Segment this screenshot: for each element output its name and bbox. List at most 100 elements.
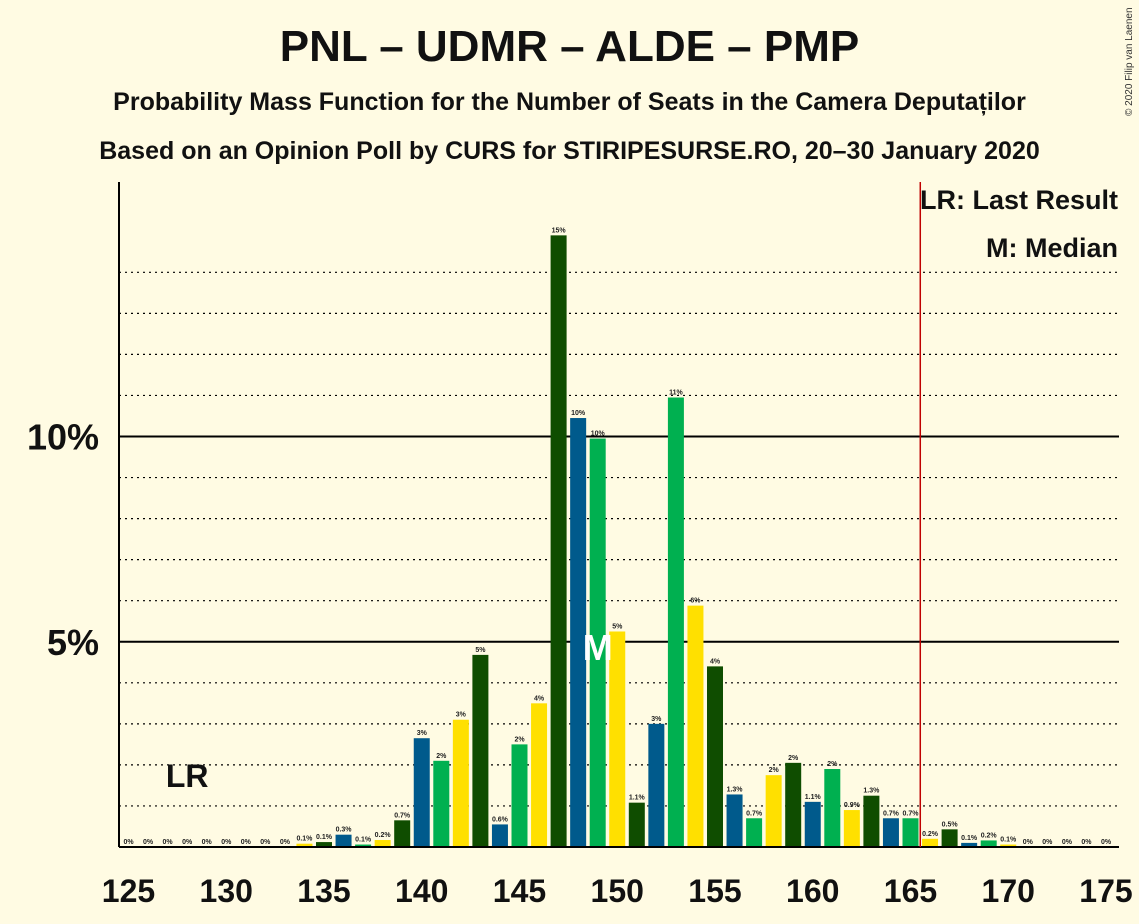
bar-label-seat-159: 2% xyxy=(788,755,799,762)
bar-label-seat-135: 0.1% xyxy=(316,834,333,841)
bar-label-seat-145: 2% xyxy=(514,736,525,743)
bar-label-seat-133: 0% xyxy=(280,839,291,846)
bar-seat-164 xyxy=(882,818,899,847)
bar-label-seat-128: 0% xyxy=(182,839,193,846)
bar-label-seat-127: 0% xyxy=(163,839,174,846)
bar-seat-158 xyxy=(765,775,782,847)
bar-label-seat-152: 3% xyxy=(651,716,662,723)
last-result-marker: LR xyxy=(166,758,209,794)
bar-label-seat-168: 0.1% xyxy=(961,835,978,842)
bar-label-seat-158: 2% xyxy=(769,767,780,774)
bar-label-seat-134: 0.1% xyxy=(296,836,313,843)
bar-label-seat-171: 0% xyxy=(1023,839,1034,846)
bar-seat-165 xyxy=(902,818,919,847)
bar-label-seat-153: 11% xyxy=(669,390,683,397)
bar-seat-141 xyxy=(433,760,450,847)
bar-label-seat-132: 0% xyxy=(260,839,271,846)
bar-seat-145 xyxy=(511,744,528,847)
x-tick-150: 150 xyxy=(591,873,644,909)
median-marker: M xyxy=(583,627,613,668)
y-tick-10: 10% xyxy=(27,417,99,458)
bar-seat-167 xyxy=(941,829,958,847)
x-tick-170: 170 xyxy=(982,873,1035,909)
bar-seat-170 xyxy=(1000,844,1017,847)
bar-seat-151 xyxy=(628,802,645,847)
x-tick-155: 155 xyxy=(688,873,741,909)
bar-seat-138 xyxy=(374,840,391,847)
bar-seat-144 xyxy=(491,824,508,847)
bar-label-seat-125: 0% xyxy=(123,839,134,846)
bar-label-seat-156: 1.3% xyxy=(727,786,744,793)
bar-seat-150 xyxy=(609,631,626,847)
bar-label-seat-172: 0% xyxy=(1042,839,1053,846)
bar-seat-146 xyxy=(531,703,548,847)
bar-seat-169 xyxy=(980,840,997,847)
bar-label-seat-170: 0.1% xyxy=(1000,837,1017,844)
bar-label-seat-166: 0.2% xyxy=(922,831,939,838)
bar-seat-168 xyxy=(961,842,978,847)
bar-label-seat-169: 0.2% xyxy=(981,832,998,839)
x-tick-130: 130 xyxy=(200,873,253,909)
bar-label-seat-160: 1.1% xyxy=(805,794,822,801)
bar-label-seat-130: 0% xyxy=(221,839,232,846)
bar-seat-143 xyxy=(472,654,489,847)
x-tick-labels: 125 130 135 140 145 150 155 160 165 170 175 xyxy=(102,873,1133,909)
bar-label-seat-140: 3% xyxy=(417,730,428,737)
bar-label-seat-174: 0% xyxy=(1081,839,1092,846)
chart-source: Based on an Opinion Poll by CURS for STI… xyxy=(99,137,1040,165)
legend-median: M: Median xyxy=(986,233,1118,263)
bar-label-seat-163: 1.3% xyxy=(863,788,880,795)
bar-seat-142 xyxy=(452,719,469,847)
bar-labels-group: 0% 0% 0% 0% 0% 0% 0% 0% 0% 0.1% 0.1%0.3%0.1%0.2%0.… xyxy=(123,227,1111,846)
x-tick-140: 140 xyxy=(395,873,448,909)
y-tick-labels: 5% 10% xyxy=(27,417,99,663)
bar-seat-136 xyxy=(335,834,352,847)
bar-label-seat-139: 0.7% xyxy=(394,812,411,819)
bar-seat-137 xyxy=(355,844,372,847)
bar-seat-149 xyxy=(589,438,606,847)
bar-seat-157 xyxy=(746,818,763,847)
bar-label-seat-147: 15% xyxy=(552,227,567,234)
bar-seat-139 xyxy=(394,820,411,847)
bar-label-seat-131: 0% xyxy=(241,839,252,846)
bar-label-seat-150: 5% xyxy=(612,623,623,630)
x-tick-160: 160 xyxy=(786,873,839,909)
bar-label-seat-143: 5% xyxy=(475,647,486,654)
bar-seat-155 xyxy=(707,666,723,847)
bar-seat-135 xyxy=(316,842,332,847)
bar-seat-163 xyxy=(863,795,880,847)
bars-group xyxy=(296,235,1017,847)
bar-label-seat-146: 4% xyxy=(534,695,545,702)
x-tick-135: 135 xyxy=(297,873,350,909)
bar-seat-154 xyxy=(687,605,704,847)
x-tick-145: 145 xyxy=(493,873,546,909)
bar-label-seat-173: 0% xyxy=(1062,839,1073,846)
bar-label-seat-151: 1.1% xyxy=(629,795,646,802)
bar-seat-159 xyxy=(785,762,802,847)
x-tick-175: 175 xyxy=(1079,873,1132,909)
bar-label-seat-157: 0.7% xyxy=(746,810,763,817)
bar-seat-160 xyxy=(804,801,821,847)
bar-seat-152 xyxy=(648,723,665,847)
bar-seat-134 xyxy=(296,843,313,847)
bar-label-seat-164: 0.7% xyxy=(883,810,900,817)
bar-seat-140 xyxy=(413,738,430,847)
bar-label-seat-165: 0.7% xyxy=(903,810,920,817)
x-tick-165: 165 xyxy=(884,873,937,909)
bar-label-seat-148: 10% xyxy=(571,410,586,417)
bar-label-seat-136: 0.3% xyxy=(336,827,353,834)
bar-label-seat-126: 0% xyxy=(143,839,154,846)
bar-label-seat-162: 0.9% xyxy=(844,802,861,809)
bar-label-seat-141: 2% xyxy=(436,753,447,760)
bar-seat-161 xyxy=(824,769,841,847)
bar-seat-156 xyxy=(726,794,743,847)
y-tick-5: 5% xyxy=(47,622,99,663)
bar-label-seat-161: 2% xyxy=(827,761,838,768)
chart-subtitle: Probability Mass Function for the Number… xyxy=(113,88,1026,116)
bar-label-seat-154: 6% xyxy=(690,598,701,605)
bar-label-seat-149: 10% xyxy=(591,431,606,438)
chart-title: PNL – UDMR – ALDE – PMP xyxy=(279,22,860,71)
bar-label-seat-142: 3% xyxy=(456,712,467,719)
bar-label-seat-167: 0.5% xyxy=(942,821,959,828)
